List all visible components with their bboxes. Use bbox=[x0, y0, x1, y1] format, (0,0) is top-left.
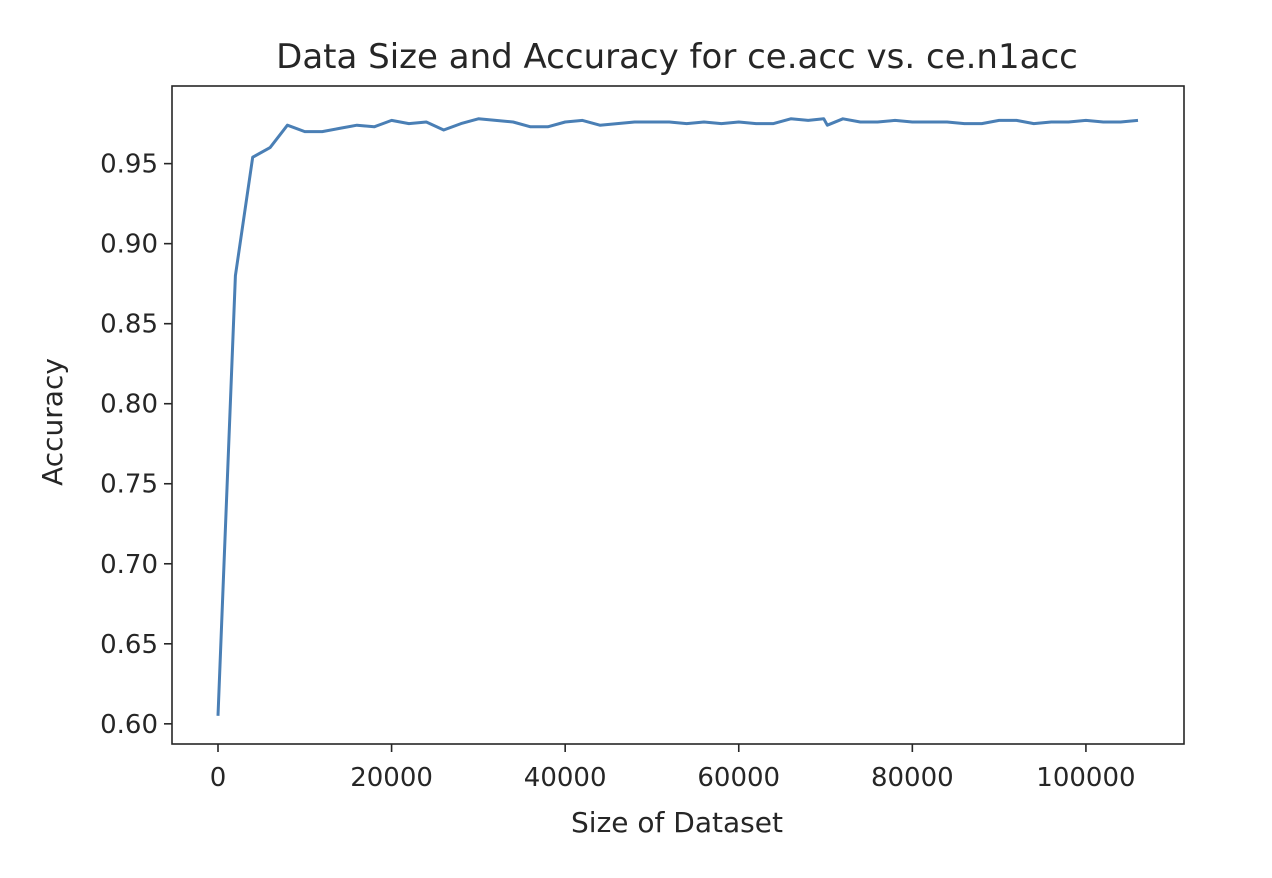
y-tick-label: 0.65 bbox=[100, 630, 158, 660]
x-axis: 0 20000 40000 60000 80000 100000 bbox=[210, 744, 1136, 793]
y-axis-label: Accuracy bbox=[36, 358, 69, 486]
x-tick-label: 40000 bbox=[524, 763, 607, 793]
y-tick-label: 0.75 bbox=[100, 470, 158, 500]
y-tick-label: 0.60 bbox=[100, 710, 158, 740]
series-line-0 bbox=[216, 117, 1139, 716]
y-tick-label: 0.95 bbox=[100, 150, 158, 180]
plot-area bbox=[171, 85, 1185, 745]
y-axis: 0.60 0.65 0.70 0.75 0.80 0.85 0.90 0.95 bbox=[100, 150, 172, 740]
y-tick-label: 0.90 bbox=[100, 230, 158, 260]
chart-title: Data Size and Accuracy for ce.acc vs. ce… bbox=[276, 37, 1078, 77]
x-tick-label: 20000 bbox=[350, 763, 433, 793]
x-tick-label: 100000 bbox=[1036, 763, 1135, 793]
x-tick-label: 80000 bbox=[871, 763, 954, 793]
y-tick-label: 0.70 bbox=[100, 550, 158, 580]
x-tick-label: 60000 bbox=[697, 763, 780, 793]
y-tick-label: 0.80 bbox=[100, 390, 158, 420]
x-axis-label: Size of Dataset bbox=[571, 806, 783, 839]
y-tick-label: 0.85 bbox=[100, 310, 158, 340]
plot-frame bbox=[171, 85, 1185, 745]
x-tick-label: 0 bbox=[210, 763, 227, 793]
